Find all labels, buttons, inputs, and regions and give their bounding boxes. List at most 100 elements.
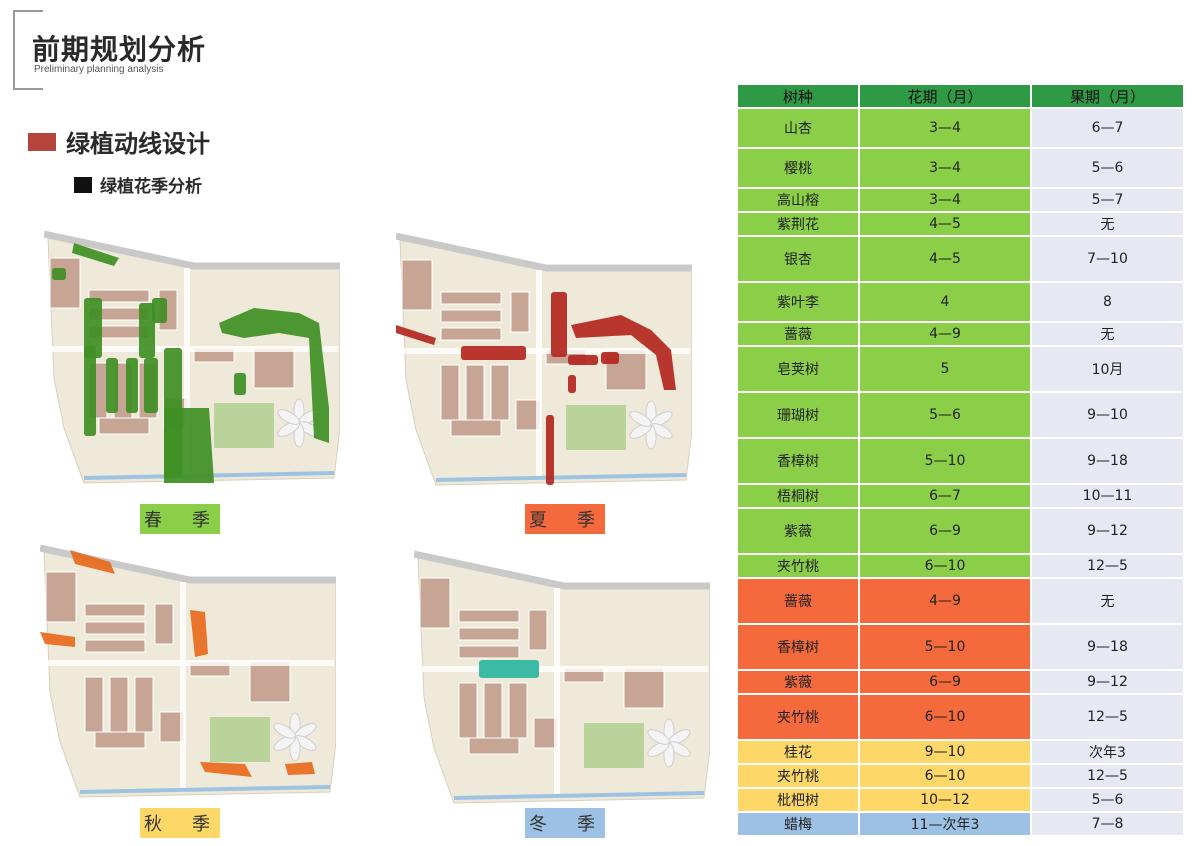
building xyxy=(253,347,295,389)
cell-tree: 枇杷树 xyxy=(737,788,859,812)
inner-road xyxy=(554,588,560,798)
pavilion xyxy=(647,718,691,768)
cell-fruit: 12—5 xyxy=(1031,694,1184,740)
section-title: 绿植动线设计 xyxy=(66,130,210,158)
cell-tree: 珊瑚树 xyxy=(737,392,859,438)
cell-fruit: 9—12 xyxy=(1031,508,1184,554)
cell-flower: 4—9 xyxy=(859,578,1031,624)
cell-tree: 香樟树 xyxy=(737,624,859,670)
site-plan-winter xyxy=(414,548,710,808)
page-subtitle: Preliminary planning analysis xyxy=(34,64,164,75)
table-row: 紫薇 6—9 9—12 xyxy=(737,508,1184,554)
cell-flower: 5—10 xyxy=(859,624,1031,670)
cell-flower: 5—6 xyxy=(859,392,1031,438)
pavilion xyxy=(277,398,321,448)
building xyxy=(440,327,502,341)
table-row: 蔷薇 4—9 无 xyxy=(737,578,1184,624)
planting-zone xyxy=(84,298,102,358)
cell-flower: 11—次年3 xyxy=(859,812,1031,836)
building xyxy=(440,309,502,323)
pavilion xyxy=(273,712,317,762)
building xyxy=(623,667,665,709)
pavilion-petal xyxy=(277,409,300,425)
cell-fruit: 12—5 xyxy=(1031,764,1184,788)
table-row: 蜡梅 11—次年3 7—8 xyxy=(737,812,1184,836)
planting-zone xyxy=(601,352,619,364)
cell-flower: 5—10 xyxy=(859,438,1031,484)
cell-fruit: 9—10 xyxy=(1031,392,1184,438)
header-flower: 花期（月） xyxy=(859,84,1031,108)
road xyxy=(44,230,340,270)
cell-tree: 蜡梅 xyxy=(737,812,859,836)
cell-fruit: 9—12 xyxy=(1031,670,1184,694)
planting-zone xyxy=(52,268,66,280)
planting-zone xyxy=(479,660,539,678)
cell-fruit: 7—8 xyxy=(1031,812,1184,836)
cell-tree: 蔷薇 xyxy=(737,578,859,624)
pavilion xyxy=(629,400,673,450)
cell-flower: 4 xyxy=(859,282,1031,322)
water-edge xyxy=(79,785,331,794)
table-row: 山杏 3—4 6—7 xyxy=(737,108,1184,148)
cell-tree: 紫薇 xyxy=(737,508,859,554)
building xyxy=(134,676,154,733)
road xyxy=(396,232,692,272)
inner-road xyxy=(180,582,186,792)
cell-flower: 4—5 xyxy=(859,212,1031,236)
pavilion-petal xyxy=(647,729,670,745)
cell-flower: 6—7 xyxy=(859,484,1031,508)
cell-flower: 6—10 xyxy=(859,554,1031,578)
cell-tree: 夹竹桃 xyxy=(737,764,859,788)
table-row: 高山榕 3—4 5—7 xyxy=(737,188,1184,212)
subsection-heading: 绿植花季分析 xyxy=(74,172,202,197)
inner-road xyxy=(184,268,190,478)
inner-road xyxy=(48,346,338,352)
building xyxy=(84,603,146,617)
title-bracket xyxy=(13,10,43,90)
table-row: 梧桐树 6—7 10—11 xyxy=(737,484,1184,508)
building xyxy=(440,291,502,305)
cell-fruit: 无 xyxy=(1031,578,1184,624)
inner-road xyxy=(536,270,542,480)
planting-zone xyxy=(461,346,526,360)
planting-zone xyxy=(571,315,676,390)
season-label-winter: 冬 季 xyxy=(525,808,605,838)
cell-fruit: 8 xyxy=(1031,282,1184,322)
cell-fruit: 12—5 xyxy=(1031,554,1184,578)
season-label-spring: 春 季 xyxy=(140,504,220,534)
cell-fruit: 无 xyxy=(1031,212,1184,236)
cell-flower: 4—9 xyxy=(859,322,1031,346)
cell-fruit: 5—6 xyxy=(1031,148,1184,188)
cell-flower: 4—5 xyxy=(859,236,1031,282)
cell-flower: 6—10 xyxy=(859,764,1031,788)
cell-fruit: 10—11 xyxy=(1031,484,1184,508)
cell-tree: 紫荆花 xyxy=(737,212,859,236)
building xyxy=(84,621,146,635)
water-edge xyxy=(435,473,687,482)
cell-fruit: 9—18 xyxy=(1031,438,1184,484)
building xyxy=(419,577,451,629)
planting-zone xyxy=(568,355,598,365)
cell-fruit: 10月 xyxy=(1031,346,1184,392)
table-row: 蔷薇 4—9 无 xyxy=(737,322,1184,346)
inner-road xyxy=(400,348,690,354)
planting-zone xyxy=(396,325,436,345)
table-row: 桂花 9—10 次年3 xyxy=(737,740,1184,764)
map-autumn xyxy=(40,542,336,802)
cell-flower: 10—12 xyxy=(859,788,1031,812)
table-row: 珊瑚树 5—6 9—10 xyxy=(737,392,1184,438)
cell-tree: 紫叶李 xyxy=(737,282,859,322)
table-row: 银杏 4—5 7—10 xyxy=(737,236,1184,282)
cell-tree: 夹竹桃 xyxy=(737,694,859,740)
table-row: 香樟树 5—10 9—18 xyxy=(737,438,1184,484)
planting-zone xyxy=(219,308,329,443)
building xyxy=(84,676,104,733)
table-row: 夹竹桃 6—10 12—5 xyxy=(737,764,1184,788)
building xyxy=(528,609,548,651)
planting-zone xyxy=(70,550,115,574)
page-title: 前期规划分析 xyxy=(32,33,207,66)
building xyxy=(45,571,77,623)
subsection-swatch xyxy=(74,176,92,193)
section-swatch xyxy=(28,132,56,151)
building xyxy=(483,682,503,739)
